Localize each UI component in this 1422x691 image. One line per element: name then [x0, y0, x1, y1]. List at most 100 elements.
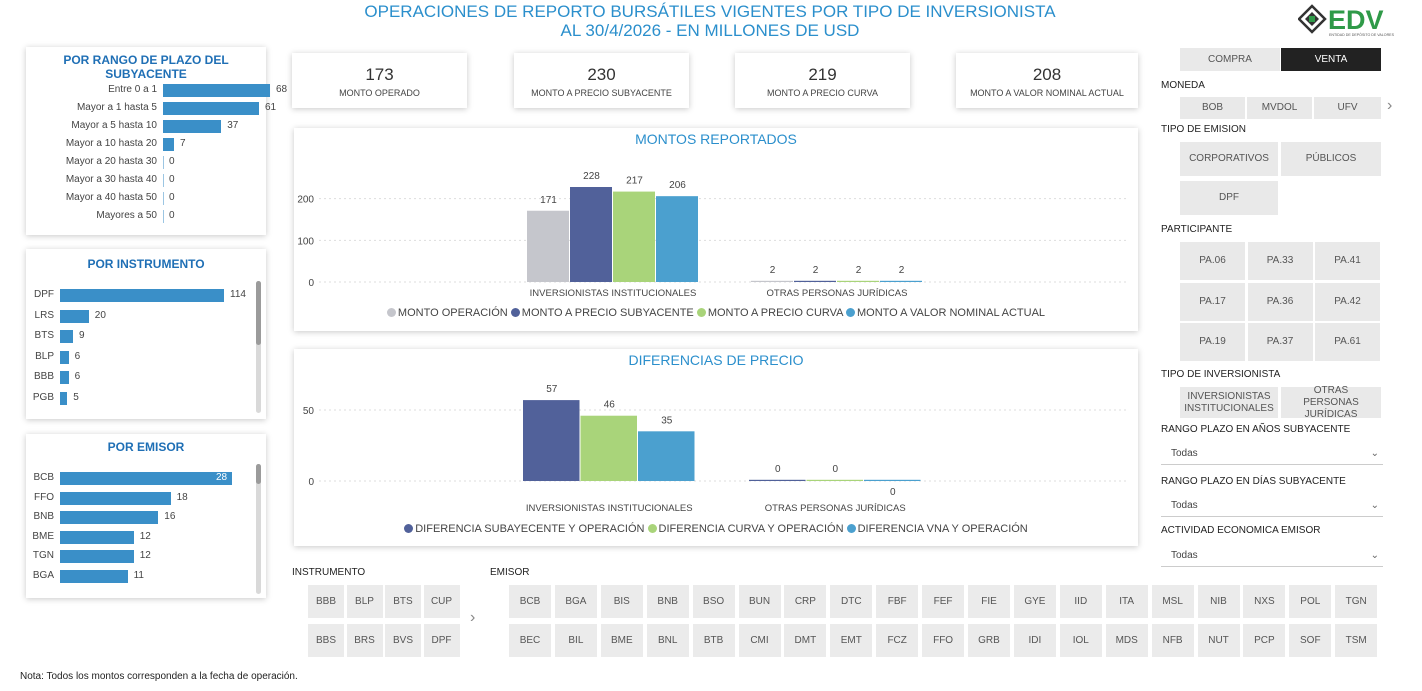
bar-row[interactable]: BCB 28	[26, 472, 266, 486]
legend-item-dif-curva[interactable]: DIFERENCIA CURVA Y OPERACIÓN	[647, 523, 844, 535]
instrumento-chip-bbs[interactable]: BBS	[308, 624, 344, 657]
emisor-chip-bme[interactable]: BME	[600, 624, 643, 657]
emisor-chip-ffo[interactable]: FFO	[922, 624, 965, 657]
instrumento-chip-bts[interactable]: BTS	[385, 585, 421, 618]
emisor-chip-bnl[interactable]: BNL	[646, 624, 689, 657]
bar-row[interactable]: BLP 6	[26, 350, 266, 365]
emisor-chip-bso[interactable]: BSO	[692, 585, 735, 618]
emisor-chip-cmi[interactable]: CMI	[738, 624, 781, 657]
emisor-scrollbar[interactable]	[256, 464, 261, 594]
bar-row[interactable]: BGA 11	[26, 569, 266, 584]
moneda-next-chevron-icon[interactable]: ›	[1387, 97, 1393, 114]
emisor-chip-nfb[interactable]: NFB	[1151, 624, 1194, 657]
participante-pa17[interactable]: PA.17	[1180, 282, 1245, 321]
emisor-chip-fef[interactable]: FEF	[922, 585, 965, 618]
bar[interactable]	[60, 550, 134, 563]
tipo-emision-publicos[interactable]: PÚBLICOS	[1281, 142, 1381, 176]
legend-item-precio-subyacente[interactable]: MONTO A PRECIO SUBYACENTE	[510, 307, 694, 319]
chart-bar[interactable]	[749, 479, 806, 481]
emisor-chip-pcp[interactable]: PCP	[1243, 624, 1286, 657]
instrumento-chip-bvs[interactable]: BVS	[385, 624, 421, 657]
emisor-chip-emt[interactable]: EMT	[830, 624, 873, 657]
emisor-chip-tsm[interactable]: TSM	[1335, 624, 1378, 657]
emisor-chip-gye[interactable]: GYE	[1013, 585, 1056, 618]
emisor-chip-nxs[interactable]: NXS	[1243, 585, 1286, 618]
emisor-chip-msl[interactable]: MSL	[1151, 585, 1194, 618]
participante-pa19[interactable]: PA.19	[1180, 323, 1245, 361]
bar-row[interactable]: BBB 6	[26, 371, 266, 385]
moneda-mvdol[interactable]: MVDOL	[1247, 97, 1312, 119]
participante-pa33[interactable]: PA.33	[1247, 242, 1313, 280]
instrumento-chip-dpf[interactable]: DPF	[423, 624, 460, 657]
chart-bar[interactable]	[523, 400, 580, 481]
emisor-chip-dtc[interactable]: DTC	[830, 585, 873, 618]
bar-row[interactable]: FFO 18	[26, 491, 266, 506]
bar-row[interactable]: BNB 16	[26, 511, 266, 525]
emisor-chip-nib[interactable]: NIB	[1197, 585, 1240, 618]
emisor-chip-dmt[interactable]: DMT	[784, 624, 827, 657]
emisor-chip-bil[interactable]: BIL	[554, 624, 597, 657]
instrumento-chip-blp[interactable]: BLP	[346, 585, 383, 618]
instrumento-chip-brs[interactable]: BRS	[346, 624, 383, 657]
bar-row[interactable]: Mayor a 5 hasta 10 37	[26, 120, 266, 134]
bar-row[interactable]: Mayor a 20 hasta 30 0	[26, 156, 266, 170]
bar[interactable]	[163, 156, 164, 169]
chart-bar[interactable]	[864, 479, 921, 481]
bar-row[interactable]: BME 12	[26, 530, 266, 545]
emisor-chip-fbf[interactable]: FBF	[876, 585, 919, 618]
bar-row[interactable]: Mayor a 40 hasta 50 0	[26, 192, 266, 206]
bar-row[interactable]: Entre 0 a 1 68	[26, 84, 287, 98]
participante-pa42[interactable]: PA.42	[1315, 282, 1380, 321]
chart-bar[interactable]	[638, 431, 695, 481]
bar[interactable]	[163, 210, 164, 223]
participante-pa41[interactable]: PA.41	[1315, 242, 1380, 280]
emisor-chip-fie[interactable]: FIE	[968, 585, 1010, 618]
bar[interactable]	[163, 192, 164, 205]
chart-bar[interactable]	[656, 196, 698, 282]
emisor-chip-crp[interactable]: CRP	[784, 585, 827, 618]
emisor-chip-bcb[interactable]: BCB	[509, 585, 551, 618]
instrumento-scrollbar[interactable]	[256, 281, 261, 413]
venta-toggle[interactable]: VENTA	[1281, 48, 1381, 71]
rango-dias-dropdown[interactable]: Todas ⌄	[1161, 495, 1383, 517]
bar-row[interactable]: TGN 12	[26, 550, 266, 564]
bar[interactable]	[60, 309, 89, 323]
legend-item-dif-vna[interactable]: DIFERENCIA VNA Y OPERACIÓN	[846, 523, 1028, 535]
chart-bar[interactable]	[880, 280, 922, 282]
emisor-chip-bun[interactable]: BUN	[738, 585, 781, 618]
emisor-chip-ita[interactable]: ITA	[1105, 585, 1148, 618]
legend-item-valor-nominal[interactable]: MONTO A VALOR NOMINAL ACTUAL	[845, 307, 1045, 319]
rango-anos-dropdown[interactable]: Todas ⌄	[1161, 443, 1383, 465]
emisor-chip-iid[interactable]: IID	[1059, 585, 1102, 618]
emisor-chip-pol[interactable]: POL	[1289, 585, 1332, 618]
bar[interactable]	[60, 530, 134, 544]
chart-bar[interactable]	[527, 210, 569, 282]
actividad-dropdown[interactable]: Todas ⌄	[1161, 545, 1383, 567]
emisor-scroll-thumb[interactable]	[256, 464, 261, 484]
bar[interactable]	[60, 511, 159, 524]
emisor-chip-btb[interactable]: BTB	[692, 624, 735, 657]
emisor-chip-fcz[interactable]: FCZ	[876, 624, 919, 657]
emisor-chip-idi[interactable]: IDI	[1013, 624, 1056, 657]
bar[interactable]	[163, 174, 164, 187]
instrumento-chip-bbb[interactable]: BBB	[308, 585, 344, 618]
bar-row[interactable]: LRS 20	[26, 309, 266, 324]
emisor-chip-iol[interactable]: IOL	[1059, 624, 1102, 657]
participante-pa61[interactable]: PA.61	[1315, 323, 1380, 361]
legend-item-dif-subyacente[interactable]: DIFERENCIA SUBAYECENTE Y OPERACIÓN	[404, 523, 644, 535]
bar[interactable]	[60, 569, 128, 583]
tipo-emision-dpf[interactable]: DPF	[1180, 181, 1278, 215]
emisor-chip-bec[interactable]: BEC	[509, 624, 551, 657]
bar[interactable]	[60, 371, 69, 384]
instrumento-scroll-thumb[interactable]	[256, 281, 261, 345]
chart-bar[interactable]	[751, 280, 793, 282]
bar[interactable]	[60, 472, 232, 485]
bar[interactable]	[163, 120, 222, 133]
bar[interactable]	[60, 491, 171, 505]
legend-item-precio-curva[interactable]: MONTO A PRECIO CURVA	[696, 307, 843, 319]
bar-row[interactable]: Mayores a 50 0	[26, 210, 266, 224]
bar-row[interactable]: Mayor a 30 hasta 40 0	[26, 174, 266, 188]
emisor-chip-grb[interactable]: GRB	[968, 624, 1010, 657]
bar[interactable]	[60, 289, 224, 302]
emisor-chip-tgn[interactable]: TGN	[1335, 585, 1378, 618]
